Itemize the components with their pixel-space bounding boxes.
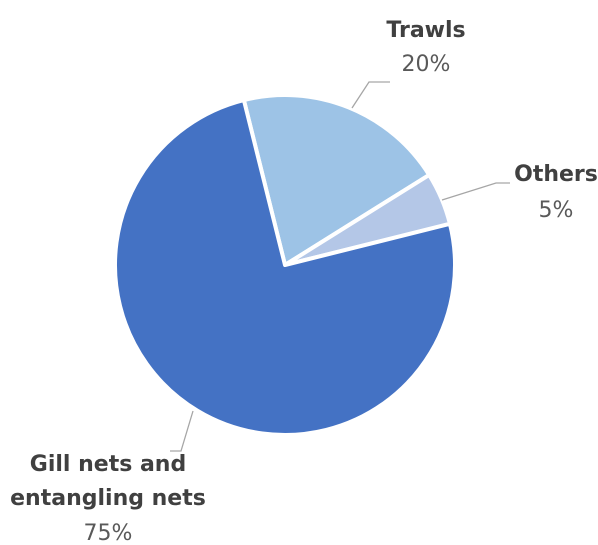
pie-slice-trawls bbox=[241, 93, 432, 267]
label-trawls: Trawls 20% bbox=[386, 18, 465, 77]
slice-label-gill-nets-name-line2: entangling nets bbox=[10, 486, 206, 511]
slice-label-trawls-name: Trawls bbox=[386, 18, 465, 43]
slice-label-others-name: Others bbox=[514, 162, 598, 187]
pie-slice-gill-nets-and-entangling-nets bbox=[113, 98, 457, 437]
slice-label-trawls-value: 20% bbox=[402, 52, 451, 77]
slice-label-gill-nets-name-line1: Gill nets and bbox=[30, 452, 186, 477]
leader-lines bbox=[170, 81, 510, 452]
slice-label-others-value: 5% bbox=[539, 198, 574, 223]
leader-line-trawls bbox=[351, 81, 390, 109]
leader-line-others bbox=[441, 182, 510, 201]
leader-line-gill-nets-and-entangling-nets bbox=[170, 410, 194, 452]
label-others: Others 5% bbox=[514, 162, 598, 223]
label-gill-nets: Gill nets and entangling nets 75% bbox=[10, 452, 206, 545]
pie-slices bbox=[113, 93, 457, 437]
slice-label-gill-nets-value: 75% bbox=[84, 521, 133, 545]
